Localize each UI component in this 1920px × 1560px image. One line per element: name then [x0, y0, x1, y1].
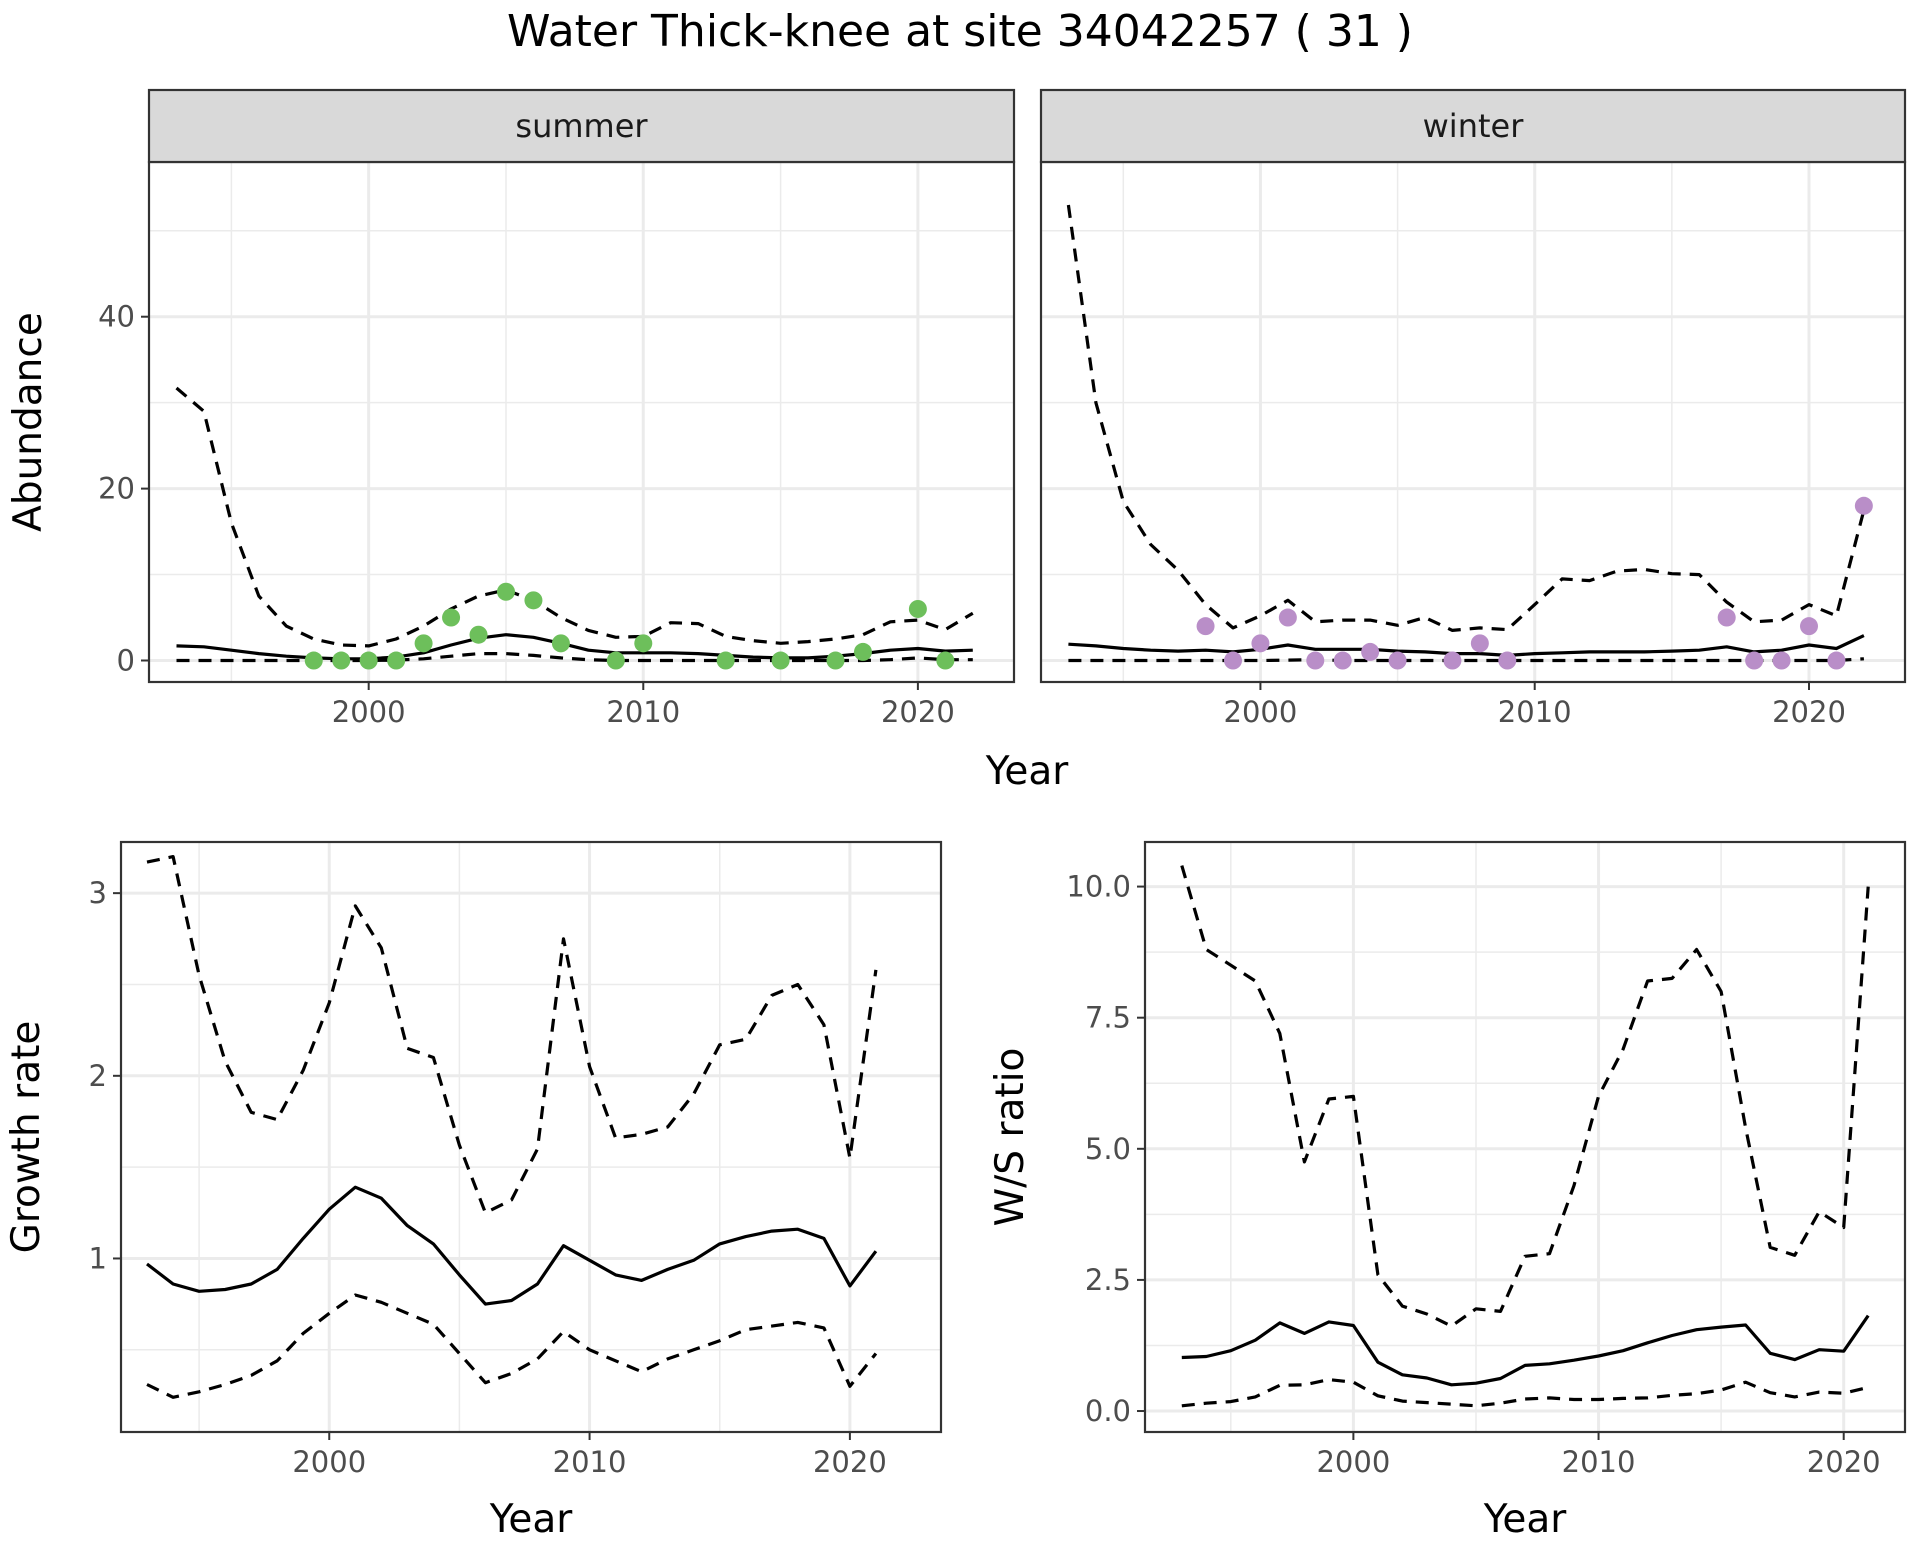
y-tick-label: 0	[117, 644, 135, 678]
x-axis-label: Year	[489, 1497, 574, 1542]
data-point	[1361, 642, 1380, 661]
data-point	[304, 651, 323, 670]
panel-abundance-winter: winter 2000 2010 2020	[1039, 88, 1907, 729]
data-point	[469, 625, 488, 644]
facet-strip-label: summer	[515, 107, 648, 145]
y-tick-label: 3	[89, 876, 107, 910]
data-point	[442, 608, 461, 627]
data-point	[1306, 651, 1325, 670]
panel-abundance-summer: summer 2000 2010 2020 0 20 40 Abundance	[6, 88, 1016, 729]
data-point	[1333, 651, 1352, 670]
data-point	[1854, 496, 1873, 515]
data-point	[1443, 651, 1462, 670]
y-tick-label: 20	[98, 472, 135, 506]
x-tick-label: 2000	[292, 1445, 366, 1479]
data-point	[387, 651, 406, 670]
data-point	[853, 642, 872, 661]
facet-strip-label: winter	[1423, 107, 1525, 145]
y-tick-label: 10.0	[1066, 870, 1131, 904]
data-point	[936, 651, 955, 670]
data-point	[1772, 651, 1791, 670]
data-point	[332, 651, 351, 670]
x-axis-label-abundance: Year	[985, 749, 1070, 794]
data-point	[606, 651, 625, 670]
y-tick-label: 2	[89, 1059, 107, 1093]
series-line-mean-0	[1068, 634, 1865, 658]
data-point	[1388, 651, 1407, 670]
y-axis-label: Growth rate	[4, 1021, 49, 1254]
data-point	[1278, 608, 1297, 627]
panel-border	[1143, 840, 1907, 1434]
data-point	[1470, 634, 1489, 653]
panel-border	[119, 840, 943, 1434]
x-tick-label: 2020	[1807, 1445, 1881, 1479]
panel-background	[1041, 162, 1905, 682]
series-line-interval-2	[1068, 657, 1864, 663]
y-axis-label: W/S ratio	[988, 1048, 1033, 1227]
panel-background	[1145, 842, 1905, 1432]
x-tick-label: 2010	[1498, 695, 1572, 729]
x-axis-label: Year	[1483, 1497, 1568, 1542]
x-tick-label: 2000	[1316, 1445, 1390, 1479]
data-point	[634, 634, 653, 653]
data-point	[1224, 651, 1242, 670]
data-point	[1717, 608, 1736, 627]
panel-background	[121, 842, 941, 1432]
data-point	[524, 591, 543, 610]
x-tick-label: 2010	[1562, 1445, 1636, 1479]
series-line-interval-2	[1181, 1377, 1869, 1408]
data-point	[551, 634, 570, 653]
x-tick-label: 2020	[813, 1445, 887, 1479]
x-tick-label: 2000	[332, 695, 406, 729]
y-tick-label: 1	[89, 1241, 107, 1275]
facet-strip	[1039, 88, 1907, 164]
y-tick-label: 40	[98, 300, 135, 334]
series-line-mean-0	[146, 1185, 878, 1306]
data-point	[908, 599, 927, 618]
series-line-interval-1	[1180, 865, 1870, 1328]
data-point	[771, 651, 790, 670]
y-tick-label: 2.5	[1085, 1263, 1131, 1297]
y-tick-label: 5.0	[1085, 1132, 1131, 1166]
data-point	[716, 651, 735, 670]
data-point	[414, 634, 433, 653]
data-point	[1827, 651, 1846, 670]
data-point	[826, 651, 845, 670]
x-tick-label: 2020	[1772, 695, 1846, 729]
y-tick-label: 0.0	[1085, 1394, 1131, 1428]
data-point	[1251, 634, 1270, 653]
data-point	[1196, 617, 1215, 636]
data-point	[496, 582, 515, 601]
panel-ws-ratio: 2000 2010 2020 0.0 2.5 5.0 7.5 10.0 W/S ratio Yea…	[988, 840, 1907, 1542]
x-tick-label: 2010	[606, 695, 680, 729]
panel-background	[149, 162, 1014, 682]
series-line-interval-1	[175, 386, 974, 648]
series-line-interval-2	[146, 1293, 878, 1399]
x-tick-label: 2020	[881, 695, 955, 729]
series-line-interval-1	[146, 854, 878, 1215]
data-point	[1745, 651, 1764, 670]
series-line-interval-1	[1066, 204, 1866, 633]
figure-title: Water Thick-knee at site 34042257 ( 31 )	[507, 6, 1413, 57]
x-tick-label: 2000	[1224, 695, 1298, 729]
y-axis-label: Abundance	[6, 312, 51, 532]
y-tick-label: 7.5	[1085, 1001, 1131, 1035]
data-point	[359, 651, 378, 670]
x-tick-label: 2010	[553, 1445, 627, 1479]
facet-strip	[147, 88, 1016, 164]
series-line-mean-0	[1181, 1314, 1870, 1387]
data-point	[1498, 651, 1517, 670]
data-point	[1800, 617, 1818, 636]
panel-growth-rate: 2000 2010 2020 1 2 3 Growth rate Year	[4, 840, 943, 1542]
